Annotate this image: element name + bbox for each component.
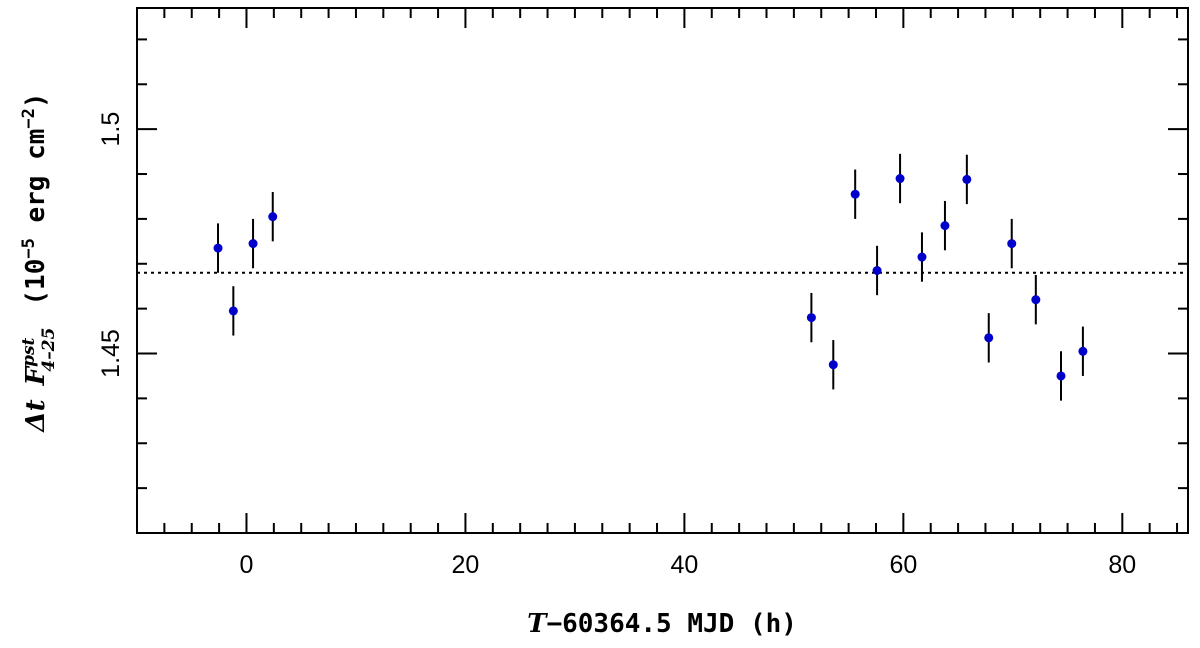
y-axis-unit-close: ) [21, 92, 51, 108]
y-axis-subscript: 4–25 [39, 328, 59, 372]
data-point [213, 223, 223, 273]
data-point [1007, 218, 1017, 269]
data-marker [872, 266, 882, 275]
y-axis-variable: F [21, 365, 51, 386]
data-point [895, 153, 905, 204]
data-point [962, 154, 972, 205]
y-axis-unit-mid: erg cm [21, 129, 51, 239]
data-marker [268, 212, 278, 222]
data-marker [828, 360, 838, 370]
data-marker [984, 333, 994, 343]
data-point [872, 245, 882, 296]
x-axis-rest: −60364.5 MJD (h) [546, 609, 796, 639]
data-marker [213, 243, 223, 253]
data-point [984, 313, 994, 363]
data-point [850, 169, 860, 219]
data-point [228, 286, 238, 336]
y-axis-unit-open: (10 [21, 259, 51, 306]
data-marker [228, 306, 238, 316]
y-tick-label: 1.45 [97, 329, 125, 378]
data-marker [1078, 346, 1088, 356]
data-marker [1007, 239, 1017, 249]
x-tick-label: 60 [889, 551, 917, 579]
y-axis-unit-exp: −5 [19, 238, 39, 258]
data-marker [850, 189, 860, 199]
data-marker [1031, 295, 1041, 305]
plot-frame [136, 7, 1189, 534]
data-point [940, 200, 950, 251]
data-marker [917, 252, 927, 262]
data-point [917, 232, 927, 282]
x-tick-label: 0 [240, 551, 254, 579]
x-tick-label: 40 [670, 551, 698, 579]
data-point [248, 218, 258, 269]
data-point [828, 340, 838, 390]
data-point [268, 191, 278, 242]
x-axis-title: T−60364.5 MJD (h) [527, 609, 797, 639]
data-point [806, 292, 816, 343]
y-axis-title: Δt Fpst4–25 (10−5 erg cm−2) [19, 92, 59, 433]
x-tick-label: 20 [452, 551, 480, 579]
y-axis-superscript: pst [19, 337, 39, 366]
ticks [136, 8, 1188, 533]
tick-labels: 0 20 40 60 80 1.45 1.5 [97, 112, 1136, 579]
data-point [1078, 326, 1088, 376]
data-marker [895, 174, 905, 184]
data-marker [806, 313, 816, 323]
data-points [213, 153, 1088, 401]
data-point [1031, 274, 1041, 325]
data-point [1056, 351, 1066, 401]
data-marker [248, 239, 258, 249]
data-marker [940, 221, 950, 231]
x-axis-variable: T [527, 609, 548, 639]
y-axis-prefix: Δt [21, 399, 51, 433]
x-tick-label: 80 [1108, 551, 1136, 579]
y-axis-unit-exp2: −2 [19, 108, 39, 128]
data-marker [962, 174, 972, 184]
y-tick-label: 1.5 [97, 112, 125, 147]
data-marker [1056, 371, 1066, 381]
